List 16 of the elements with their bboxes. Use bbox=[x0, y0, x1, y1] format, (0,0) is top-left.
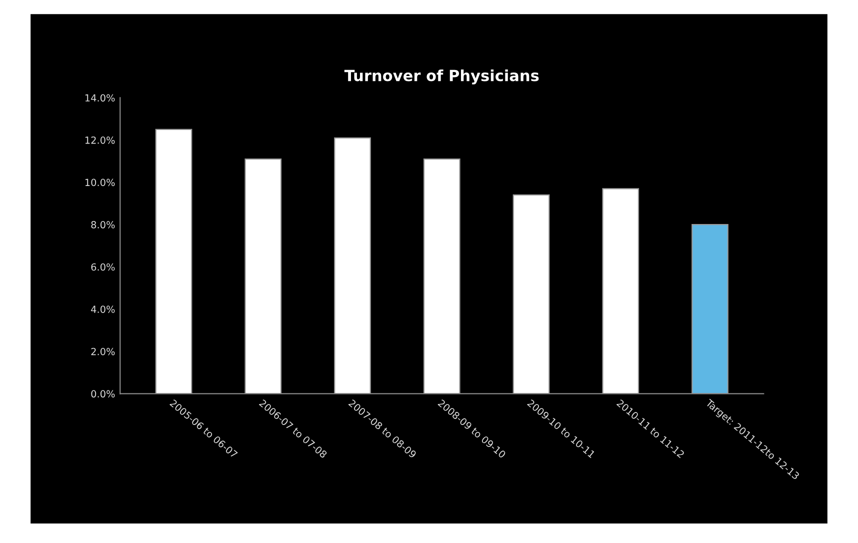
bar bbox=[512, 194, 550, 394]
bar bbox=[602, 188, 640, 394]
y-tick-label: 2.0% bbox=[91, 348, 115, 356]
y-tick-label: 14.0% bbox=[85, 94, 115, 102]
y-tick-label: 0.0% bbox=[91, 390, 115, 398]
bar bbox=[423, 158, 460, 394]
y-tick-label: 8.0% bbox=[91, 221, 115, 228]
bar bbox=[155, 128, 192, 394]
y-tick-label: 12.0% bbox=[85, 136, 115, 144]
y-tick-label: 10.0% bbox=[85, 178, 115, 186]
y-tick-label: 4.0% bbox=[91, 306, 115, 313]
bar bbox=[334, 137, 371, 394]
bar bbox=[244, 158, 282, 394]
chart-title: Turnover of Physicians bbox=[344, 69, 539, 84]
y-tick-label: 6.0% bbox=[91, 263, 115, 271]
bar bbox=[692, 224, 728, 394]
